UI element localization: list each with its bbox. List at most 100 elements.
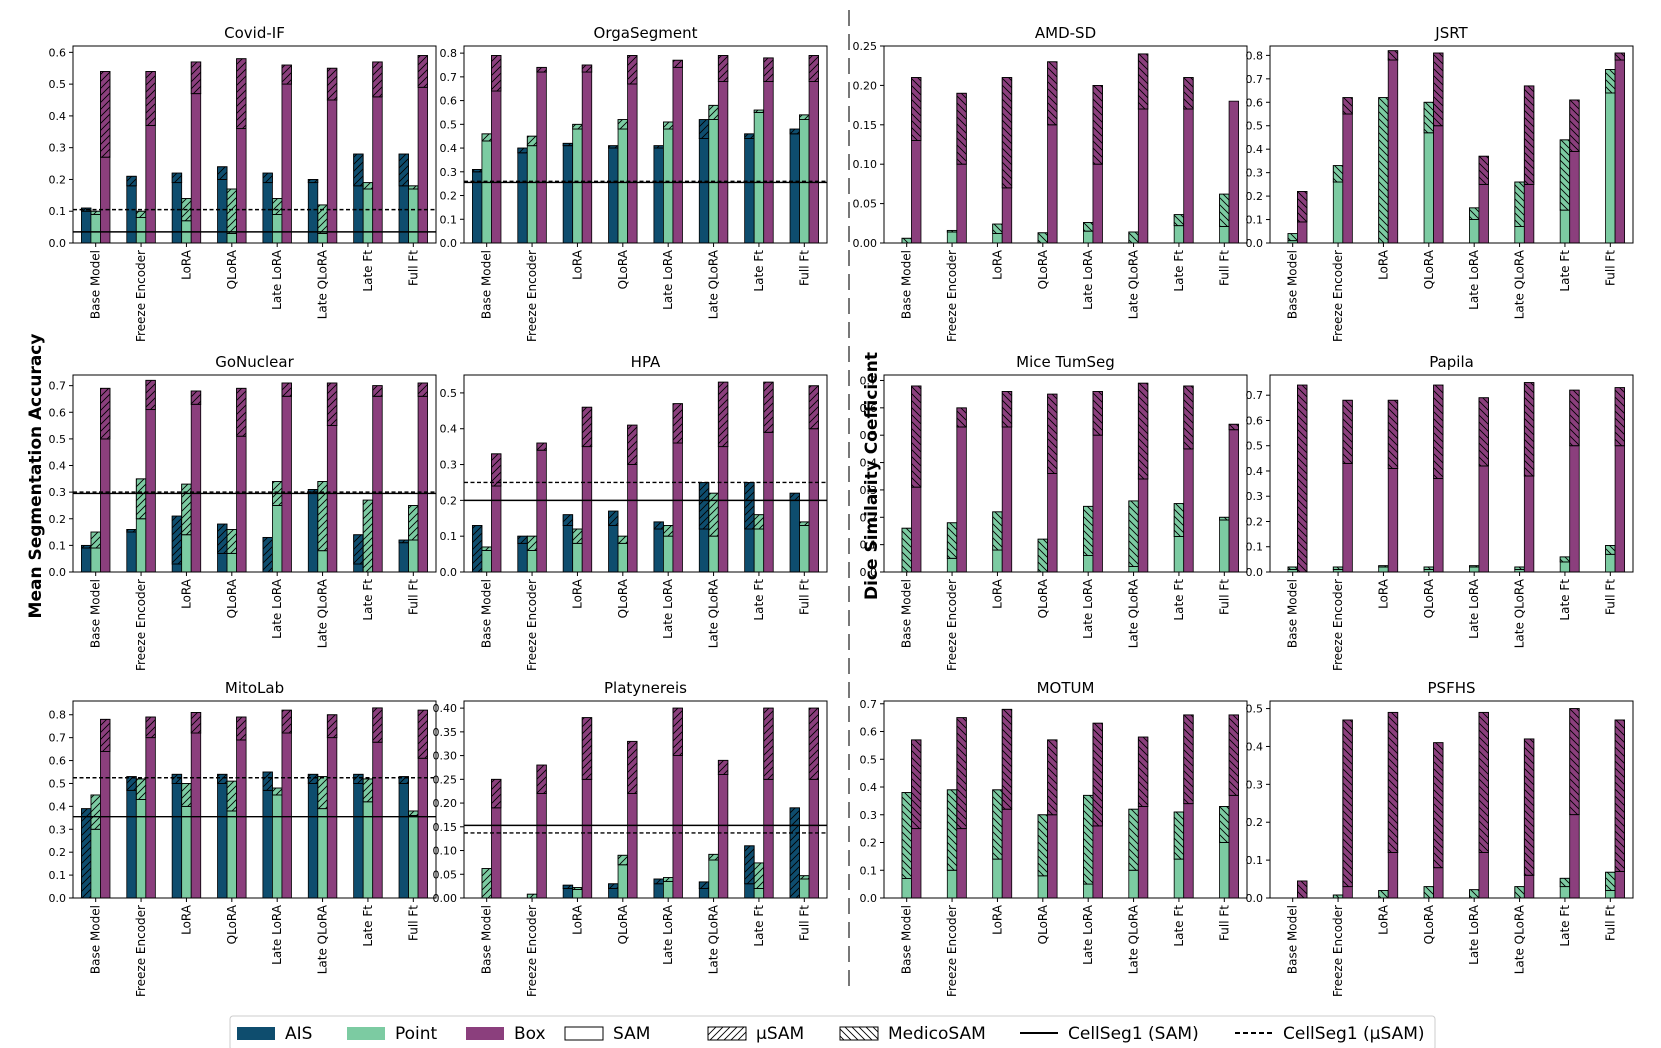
y-tick-label: 0.7 (1246, 73, 1264, 86)
x-tick-label: Base Model (480, 579, 494, 648)
bar-ais-hatch (398, 776, 409, 784)
bar-group-late-qlora (1128, 382, 1149, 573)
bar-box-hatch (717, 55, 729, 83)
plot-frame (883, 45, 1248, 244)
bar-box-sam (1047, 814, 1058, 899)
bar-group-late-lora (1083, 391, 1103, 573)
x-tick-label: Late LoRA (270, 578, 284, 639)
bar-group-late-lora (262, 382, 292, 573)
bar-group-full-ft (1219, 423, 1240, 573)
bar-group-freeze-encoder (946, 717, 967, 899)
bar-box-hatch (372, 707, 383, 743)
bar-ais-sam (353, 563, 364, 573)
bar-ais-sam (562, 145, 574, 244)
bar-box-hatch (1614, 387, 1626, 447)
bar-point-hatch (1559, 139, 1571, 211)
bar-ais-hatch (171, 515, 183, 565)
bar-box-hatch (1183, 385, 1194, 450)
bar-point-sam (1332, 181, 1344, 244)
bar-box-sam (1614, 871, 1626, 899)
bar-box-sam (145, 737, 156, 899)
x-tick-label: QLoRA (1422, 249, 1436, 289)
bar-group-base-model (481, 778, 502, 899)
legend-label: CellSeg1 (SAM) (1068, 1024, 1199, 1044)
bar-point-sam (317, 233, 328, 244)
bar-point-sam (90, 547, 101, 573)
bar-box-sam (1183, 803, 1194, 899)
bar-ais-hatch (698, 482, 710, 530)
x-tick-label: Base Model (480, 250, 494, 319)
bar-point-hatch (1514, 886, 1525, 899)
bar-point-hatch (992, 223, 1003, 234)
bar-group-late-lora (262, 64, 292, 244)
bar-box-hatch (1137, 382, 1149, 480)
bar-box-sam (281, 83, 292, 244)
y-tick-label: 0.1 (49, 539, 67, 552)
y-tick-label: 0.4 (49, 110, 67, 123)
y-tick-label: 0.3 (440, 459, 458, 472)
x-tick-label: Full Ft (1603, 905, 1617, 941)
x-tick-label: Base Model (89, 250, 103, 319)
bar-group-late-qlora (698, 381, 729, 573)
bar-point-hatch (1514, 181, 1525, 227)
bar-box-hatch (326, 382, 338, 426)
bar-box-sam (326, 737, 338, 899)
panel-platynereis: Platynereis 0.00 0.05 0.10 0.15 0.20 0.25 0.30 0… (433, 679, 828, 997)
bar-point-sam (272, 794, 283, 899)
bar-box-hatch (1047, 61, 1058, 126)
bar-group-late-qlora (698, 759, 729, 899)
legend-label: CellSeg1 (μSAM) (1283, 1024, 1425, 1044)
bar-group-full-ft (789, 707, 820, 899)
bar-box-hatch (1047, 739, 1058, 816)
bar-ais-sam (171, 563, 183, 573)
bar-box-hatch (911, 739, 922, 830)
bar-point-sam (1605, 553, 1616, 573)
legend-swatch (466, 1027, 504, 1040)
bar-point-hatch (1605, 69, 1616, 94)
x-tick-label: Freeze Encoder (134, 250, 148, 342)
bar-point-sam (1605, 890, 1616, 899)
bar-group-freeze-encoder (1332, 399, 1353, 573)
bar-point-hatch (1423, 101, 1434, 134)
bar-ais-hatch (744, 482, 755, 530)
bar-box-sam (672, 755, 683, 899)
y-tick-label: 0.3 (860, 809, 878, 822)
bar-point-hatch (135, 478, 147, 520)
bar-point-sam (946, 557, 958, 573)
bar-ais-sam (698, 888, 710, 899)
bar-point-sam (1219, 842, 1230, 899)
x-tick-label: Freeze Encoder (1331, 905, 1345, 997)
bar-point-sam (617, 128, 628, 244)
bar-group-late-ft (1559, 389, 1580, 573)
bar-box-hatch (326, 714, 338, 739)
plot-frame (463, 45, 828, 244)
x-tick-label: Late QLoRA (1513, 904, 1527, 974)
bar-ais-sam (353, 783, 364, 899)
y-tick-label: 0.8 (49, 709, 67, 722)
bar-ais-sam (262, 182, 273, 244)
bar-point-sam (1037, 875, 1048, 899)
y-tick-label: 0.7 (860, 374, 878, 387)
bar-box-sam (1569, 445, 1580, 573)
right-y-axis-label: Dice Similarity Coefficient (862, 352, 882, 600)
bar-box-hatch (1433, 384, 1444, 479)
x-tick-label: Late QLoRA (707, 904, 721, 974)
legend-label: Point (395, 1024, 438, 1044)
y-tick-label: 0.2 (440, 190, 458, 203)
bar-ais-hatch (398, 153, 409, 187)
bar-group-freeze-encoder (1332, 719, 1353, 899)
bar-box-sam (808, 81, 820, 244)
bar-group-late-lora (1469, 711, 1489, 899)
y-tick-label: 0.5 (1246, 120, 1264, 133)
panel-title: Platynereis (604, 679, 687, 697)
bar-point-hatch (708, 492, 719, 537)
bar-point-hatch (1378, 565, 1389, 568)
bar-group-late-qlora (307, 714, 338, 899)
bar-ais-hatch (171, 773, 183, 784)
bar-box-hatch (491, 55, 502, 92)
legend: AIS Point Box SAM μSAM MedicoSAM CellSeg1 (SAM… (229, 1015, 1436, 1048)
bar-point-hatch (1469, 207, 1480, 220)
bar-ais-sam (262, 789, 273, 899)
plot-frame (883, 700, 1248, 899)
x-tick-label: Late Ft (1172, 905, 1186, 947)
